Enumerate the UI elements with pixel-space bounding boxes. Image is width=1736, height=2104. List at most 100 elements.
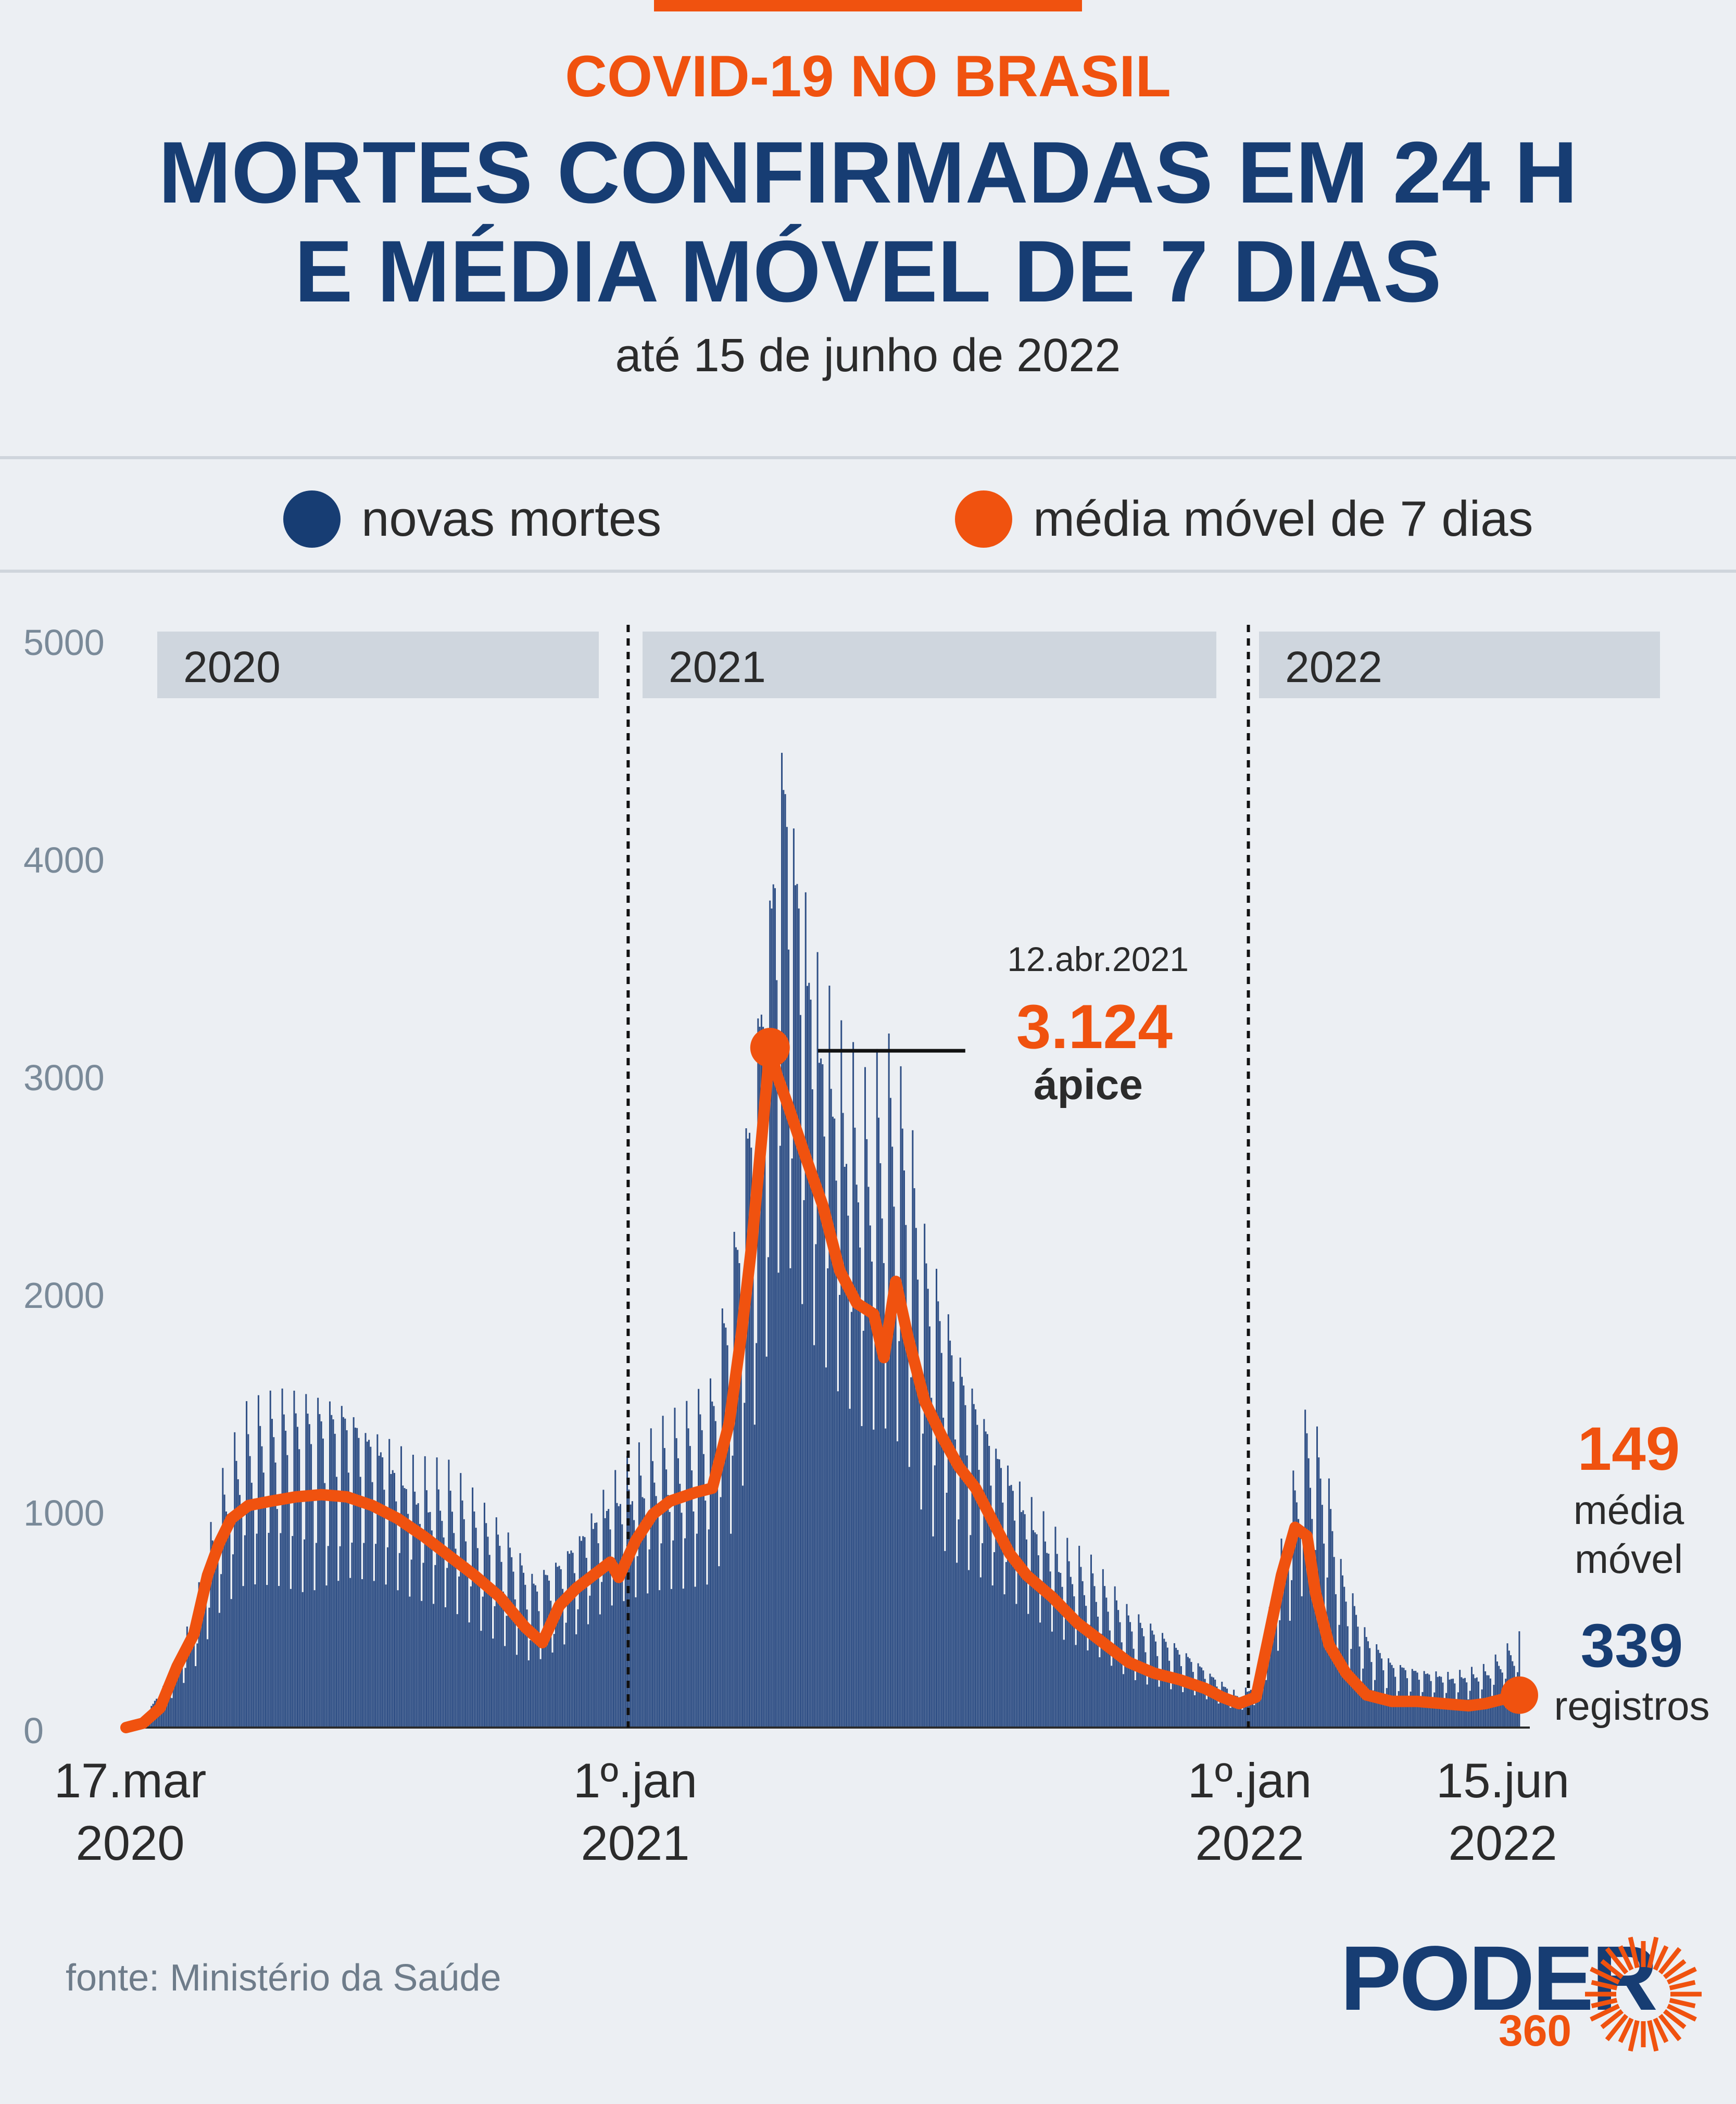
bar — [854, 1127, 856, 1728]
bar — [1027, 1614, 1029, 1728]
bar — [1148, 1668, 1150, 1728]
bar — [1357, 1627, 1359, 1728]
bar — [1280, 1539, 1282, 1728]
bar — [1223, 1686, 1225, 1728]
bar — [232, 1554, 234, 1728]
bar — [482, 1596, 484, 1728]
bar — [932, 1536, 934, 1728]
bar — [453, 1533, 455, 1728]
bar — [1187, 1657, 1189, 1728]
bar — [1331, 1531, 1334, 1728]
bar — [893, 1206, 895, 1728]
bar — [702, 1454, 705, 1728]
bar — [895, 1280, 897, 1728]
bar — [970, 1535, 972, 1728]
bar — [451, 1511, 453, 1728]
bar — [827, 1268, 829, 1728]
bar — [628, 1489, 630, 1728]
bar — [842, 1113, 844, 1728]
bar — [1229, 1708, 1231, 1728]
bar — [1093, 1586, 1096, 1728]
bar — [308, 1424, 310, 1728]
bar — [956, 1563, 958, 1728]
bar — [172, 1687, 174, 1728]
bar — [1160, 1674, 1162, 1728]
bar — [804, 892, 807, 1728]
bar — [606, 1510, 608, 1728]
bar — [300, 1495, 302, 1728]
bar — [290, 1589, 292, 1728]
bar — [383, 1490, 385, 1728]
bar — [706, 1584, 708, 1728]
bar — [198, 1582, 200, 1728]
bar — [1309, 1488, 1311, 1728]
bar — [1068, 1561, 1070, 1728]
bar — [991, 1585, 993, 1728]
bar — [728, 1400, 730, 1728]
bar — [1216, 1686, 1218, 1728]
bar — [810, 999, 812, 1728]
bar — [978, 1470, 980, 1728]
bar — [1231, 1703, 1233, 1728]
header-accent-bar — [654, 0, 1082, 11]
bar — [359, 1477, 361, 1728]
bar — [813, 1345, 815, 1728]
bar — [1085, 1606, 1087, 1728]
legend-swatch-moving-average — [955, 490, 1012, 548]
bar — [1496, 1661, 1498, 1728]
bar — [908, 1467, 910, 1728]
bar — [436, 1457, 438, 1728]
bar — [1151, 1630, 1153, 1728]
bar — [686, 1401, 688, 1728]
bar — [944, 1551, 946, 1728]
year-band-label-2021: 2021 — [669, 642, 766, 691]
bar — [551, 1652, 553, 1728]
bar — [905, 1225, 907, 1728]
bar — [1217, 1703, 1219, 1728]
bar — [356, 1428, 358, 1728]
bar — [681, 1513, 683, 1728]
bar — [1365, 1637, 1367, 1728]
bar — [307, 1414, 309, 1728]
bar — [883, 1263, 885, 1728]
bar — [657, 1513, 659, 1728]
bar — [1053, 1604, 1055, 1728]
bar — [749, 1132, 751, 1728]
sunburst-ray — [1628, 1936, 1640, 1969]
last-moving-average-label-2: móvel — [1575, 1536, 1683, 1582]
bar — [419, 1523, 421, 1728]
bar — [230, 1599, 232, 1728]
bar — [1044, 1541, 1046, 1728]
bar — [1250, 1690, 1252, 1728]
bar — [874, 1328, 876, 1728]
bar — [174, 1659, 177, 1728]
bar — [835, 1180, 837, 1728]
bar — [1182, 1692, 1184, 1728]
bar — [363, 1543, 365, 1728]
bar — [439, 1510, 442, 1728]
bar — [533, 1583, 535, 1728]
bar — [1172, 1680, 1174, 1728]
bar — [1030, 1497, 1033, 1728]
bar — [1141, 1628, 1143, 1728]
bar — [930, 1397, 933, 1728]
bar — [1307, 1458, 1310, 1728]
bar — [460, 1473, 462, 1728]
bar — [283, 1414, 285, 1728]
bar — [327, 1546, 329, 1728]
bar — [346, 1430, 348, 1728]
bar — [444, 1607, 446, 1728]
bar — [920, 1509, 922, 1728]
bar — [298, 1449, 300, 1728]
bar — [830, 1089, 832, 1728]
bar — [592, 1529, 594, 1728]
bar — [811, 1089, 813, 1728]
bar — [293, 1390, 295, 1728]
logo-number: 360 — [1499, 2006, 1572, 2055]
sunburst-ray — [1600, 2009, 1624, 2030]
bar — [515, 1655, 518, 1728]
bar — [578, 1536, 581, 1728]
bar — [738, 1263, 740, 1728]
bar — [1341, 1575, 1343, 1728]
bar — [1455, 1700, 1457, 1728]
